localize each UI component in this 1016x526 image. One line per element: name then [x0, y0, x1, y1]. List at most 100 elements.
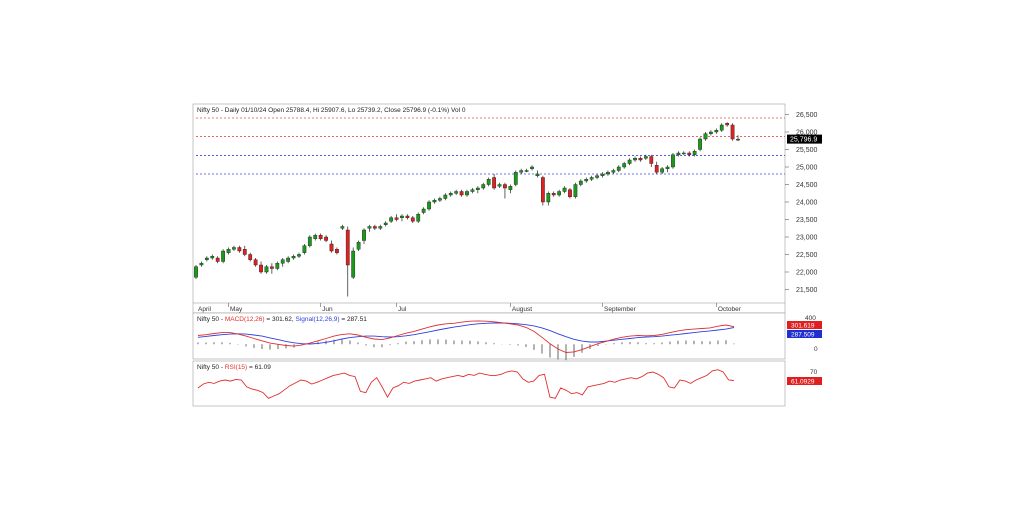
- candle: [318, 233, 323, 241]
- signal-value: = 287.51: [340, 316, 368, 323]
- close-badge-background: [787, 134, 822, 144]
- candle-body: [709, 131, 713, 134]
- month-label: August: [512, 306, 532, 313]
- candle-body: [519, 170, 524, 173]
- candle-body: [459, 191, 464, 196]
- candle: [481, 182, 486, 190]
- candle: [616, 165, 621, 173]
- candle: [736, 135, 740, 142]
- month-axis: April May Jun Jul August September October: [193, 302, 785, 313]
- candle: [524, 168, 529, 173]
- candle-body: [725, 123, 730, 126]
- candle: [242, 245, 247, 257]
- month-label: September: [604, 306, 637, 313]
- close-badge-text: 25,796.9: [790, 137, 817, 144]
- rsi-value: = 61.09: [247, 364, 271, 371]
- month-label: May: [230, 306, 243, 313]
- candle: [660, 167, 665, 174]
- price-axis: 21,500 22,000 22,500 23,000 23,500 24,000 24,5…: [785, 112, 818, 294]
- candle-body: [356, 242, 361, 250]
- candle: [329, 240, 334, 253]
- candle: [204, 256, 209, 262]
- candle: [324, 235, 328, 243]
- candle: [454, 189, 459, 195]
- candle-body: [389, 217, 394, 222]
- candle: [692, 149, 697, 157]
- candle: [297, 252, 301, 258]
- macd-tick-0: 0: [814, 346, 818, 353]
- candle-body: [530, 166, 534, 169]
- candle-body: [671, 154, 675, 168]
- candle-body: [259, 264, 263, 273]
- candle: [226, 247, 231, 255]
- candle-body: [622, 163, 627, 168]
- candle-body: [497, 184, 502, 187]
- candle-body: [269, 266, 274, 269]
- price-tick-label: 23,500: [796, 217, 818, 224]
- candle: [367, 224, 372, 232]
- rsi-line: [197, 369, 735, 399]
- candle: [383, 221, 388, 227]
- price-panel: Nifty 50 - Daily 01/10/24 Open 25788.4, …: [192, 103, 822, 314]
- candle-body: [318, 235, 323, 239]
- candle-body: [400, 215, 404, 218]
- candle: [503, 182, 507, 199]
- candle: [394, 214, 399, 222]
- candle: [643, 154, 648, 160]
- candle-body: [600, 173, 605, 176]
- candle-body: [410, 217, 415, 222]
- candle-body: [649, 156, 654, 164]
- candle-body: [589, 177, 594, 180]
- rsi-tick-70: 70: [810, 369, 818, 376]
- candle: [475, 186, 480, 194]
- candle: [232, 245, 236, 251]
- candle-body: [698, 138, 702, 150]
- candle: [269, 263, 274, 274]
- rsi-panel: Nifty 50 - RSI(15) = 61.09 70 61.0929: [192, 360, 822, 407]
- candle-body: [215, 257, 220, 262]
- candle: [372, 224, 377, 230]
- price-tick-label: 26,000: [796, 129, 818, 136]
- candle-body: [540, 177, 545, 203]
- macd-badge-background: [787, 321, 822, 329]
- month-label: April: [198, 306, 212, 313]
- candle: [562, 186, 567, 194]
- price-panel-frame: [192, 103, 786, 314]
- candle: [194, 265, 198, 279]
- macd-line: [197, 320, 735, 353]
- candle-body: [595, 175, 599, 178]
- candle: [443, 193, 448, 201]
- candle: [595, 174, 599, 180]
- candle-body: [481, 184, 486, 189]
- macd-label: MACD(12,26): [225, 316, 265, 323]
- rsi-label: RSI(15): [225, 364, 247, 371]
- candle: [335, 247, 339, 255]
- candle: [416, 212, 421, 223]
- macd-panel: Nifty 50 - MACD(12,26) = 301.62, Signal(…: [192, 312, 822, 361]
- price-tick-label: 25,000: [796, 164, 818, 171]
- candle-body: [633, 158, 637, 161]
- candle: [589, 175, 594, 181]
- price-tick-label: 26,500: [796, 112, 818, 119]
- candle: [530, 165, 534, 171]
- candle-body: [551, 193, 556, 196]
- macd-panel-frame: [192, 312, 786, 360]
- candlesticks: [194, 122, 740, 297]
- candle-body: [643, 156, 648, 159]
- candle: [578, 179, 583, 187]
- candle: [714, 128, 719, 134]
- candle-body: [383, 222, 388, 225]
- candle: [497, 182, 502, 188]
- candle: [427, 200, 431, 211]
- candle: [633, 156, 637, 162]
- candle-body: [503, 184, 507, 189]
- candle: [519, 168, 524, 174]
- candle: [665, 165, 670, 173]
- signal-badge-background: [787, 330, 822, 338]
- candle-body: [660, 168, 665, 173]
- candle-body: [492, 177, 496, 189]
- candle: [638, 156, 643, 162]
- price-tick-label: 24,500: [796, 182, 818, 189]
- candle-body: [719, 124, 724, 131]
- candle: [378, 224, 383, 230]
